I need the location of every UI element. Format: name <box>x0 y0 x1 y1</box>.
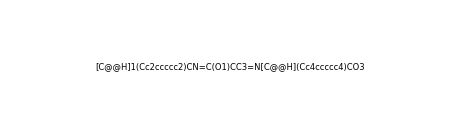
Text: [C@@H]1(Cc2ccccc2)CN=C(O1)CC3=N[C@@H](Cc4ccccc4)CO3: [C@@H]1(Cc2ccccc2)CN=C(O1)CC3=N[C@@H](Cc… <box>95 62 364 72</box>
